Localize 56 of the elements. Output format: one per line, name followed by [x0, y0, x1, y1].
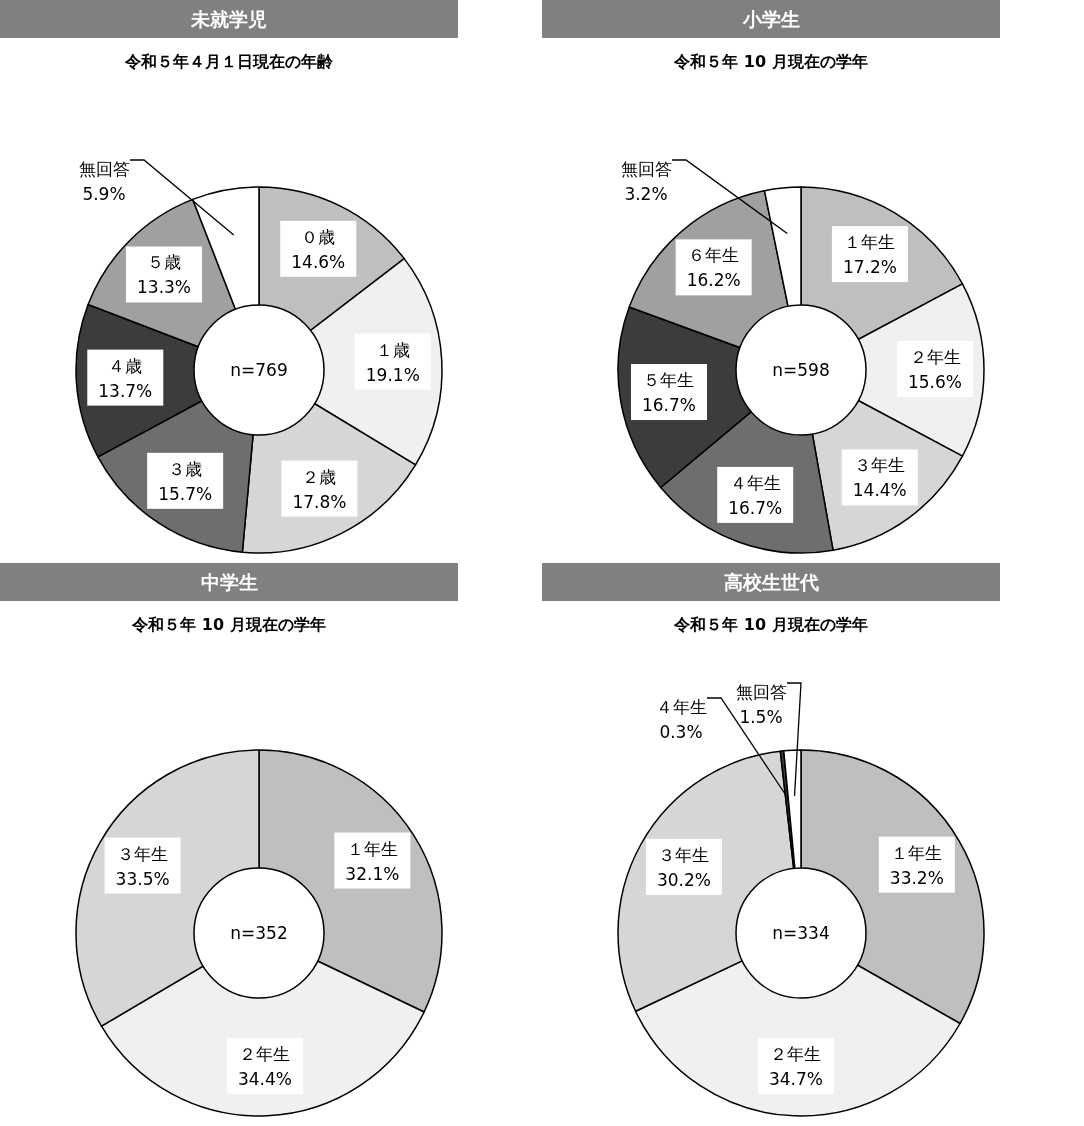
slice-label: ２年生	[909, 347, 961, 367]
slice-label: ３年生	[117, 843, 169, 864]
slice-label: ６年生	[688, 245, 740, 266]
slice-label: 無回答	[78, 159, 130, 179]
text: n=352	[230, 923, 288, 943]
slice-label: 無回答	[735, 682, 787, 702]
data-label: 34.7%	[768, 1068, 823, 1089]
slice-label: 無回答	[620, 159, 672, 179]
chart-subtitle: 令和５年 10 月現在の学年	[673, 614, 868, 634]
slice-label: １年生	[844, 232, 896, 253]
data-label: 3.2%	[624, 184, 668, 204]
slice-label: ２歳	[302, 466, 337, 487]
text: n=598	[772, 360, 830, 380]
slice-label: ０歳	[301, 226, 336, 247]
chart-subtitle: 令和５年 10 月現在の学年	[131, 614, 326, 634]
chart-title: 中学生	[200, 571, 258, 593]
slice-label: ３年生	[854, 455, 906, 476]
slice-label: ３歳	[168, 458, 203, 479]
data-label: 16.2%	[686, 270, 741, 291]
slice-label: ２年生	[770, 1043, 822, 1064]
text: n=769	[230, 360, 288, 380]
data-label: 19.1%	[365, 364, 420, 385]
data-label: 13.3%	[137, 277, 192, 298]
chart-subtitle: 令和５年４月１日現在の年齢	[124, 51, 334, 71]
slice-label: １年生	[346, 838, 398, 859]
slice-label: ５年生	[643, 370, 695, 391]
chart-subtitle: 令和５年 10 月現在の学年	[673, 51, 868, 71]
slice-label: １歳	[375, 339, 410, 360]
data-label: 34.4%	[237, 1068, 292, 1089]
slice-label: ４年生	[729, 472, 781, 493]
chart-title: 未就学児	[190, 8, 267, 30]
slice-label: ５歳	[147, 252, 182, 273]
data-label: 13.7%	[98, 380, 153, 401]
data-label: 17.8%	[292, 491, 347, 512]
chart-title: 高校生世代	[723, 571, 819, 593]
data-label: 33.5%	[115, 868, 170, 889]
slice-label: ２年生	[239, 1043, 291, 1064]
slice-label: １年生	[891, 842, 943, 863]
data-label: 16.7%	[641, 395, 696, 416]
text: n=334	[772, 923, 830, 943]
chart-title: 小学生	[741, 8, 800, 30]
data-label: 32.1%	[345, 863, 400, 884]
data-label: 30.2%	[656, 869, 711, 890]
data-label: 1.5%	[739, 707, 783, 727]
data-label: 33.2%	[889, 867, 944, 888]
data-label: 5.9%	[82, 184, 126, 204]
data-label: 14.4%	[852, 480, 907, 501]
slice-label: ４年生	[655, 697, 707, 717]
data-label: 16.7%	[728, 497, 783, 518]
slice-label: ３年生	[658, 844, 710, 865]
slice-label: ４歳	[108, 355, 143, 376]
data-label: 0.3%	[659, 722, 703, 742]
data-label: 14.6%	[291, 251, 346, 272]
data-label: 15.7%	[158, 483, 213, 504]
data-label: 15.6%	[907, 372, 963, 392]
data-label: 17.2%	[842, 257, 897, 278]
